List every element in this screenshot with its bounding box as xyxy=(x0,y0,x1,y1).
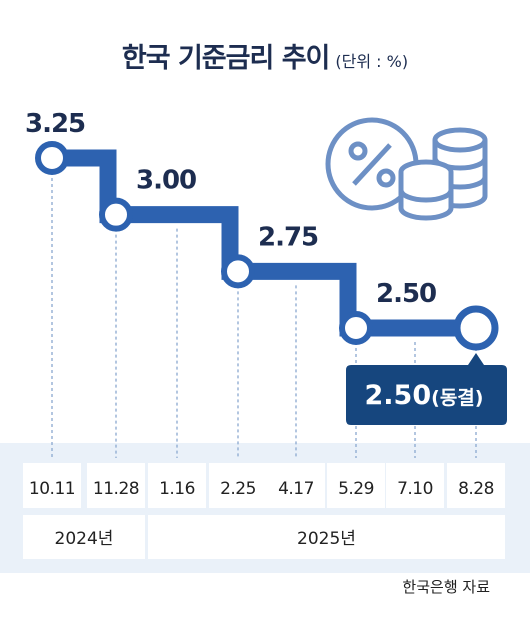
category-cell xyxy=(386,463,444,508)
data-label: 3.00 xyxy=(136,166,196,196)
data-label: 3.25 xyxy=(25,109,85,139)
callout-value: 2.50 xyxy=(365,380,432,411)
callout-badge xyxy=(346,353,507,425)
category-cell xyxy=(327,463,385,508)
category-cell xyxy=(447,463,505,508)
chart-title: 한국 기준금리 추이 (단위 : %) xyxy=(0,36,530,75)
year-cell xyxy=(23,515,145,559)
year-label: 2024년 xyxy=(55,529,114,549)
category-label: 8.28 xyxy=(458,479,494,499)
category-cell xyxy=(23,463,81,508)
data-point xyxy=(339,311,373,345)
data-point xyxy=(99,197,133,232)
callout-text: 2.50(동결) xyxy=(365,380,484,411)
category-cell xyxy=(87,463,145,508)
category-label: 1.16 xyxy=(159,479,195,499)
data-point xyxy=(453,305,499,351)
year-label: 2025년 xyxy=(297,529,356,549)
category-cell xyxy=(267,463,325,508)
data-label: 2.50 xyxy=(376,279,436,309)
category-cell xyxy=(148,463,206,508)
callout-note: (동결) xyxy=(431,387,483,409)
data-label: 2.75 xyxy=(258,222,318,252)
category-label: 11.28 xyxy=(93,479,139,499)
category-label: 2.25 xyxy=(220,479,256,499)
year-cell xyxy=(148,515,505,559)
category-label: 10.11 xyxy=(29,479,75,499)
category-label: 7.10 xyxy=(397,479,433,499)
percent-coins-icon xyxy=(325,117,488,221)
unit-text: (단위 : %) xyxy=(335,52,409,71)
category-label: 4.17 xyxy=(278,479,314,499)
data-point xyxy=(35,141,69,175)
category-cell xyxy=(209,463,267,508)
title-text: 한국 기준금리 추이 xyxy=(121,43,331,74)
category-label: 5.29 xyxy=(338,479,374,499)
source-note: 한국은행 자료 xyxy=(402,578,490,596)
data-point xyxy=(221,254,255,289)
